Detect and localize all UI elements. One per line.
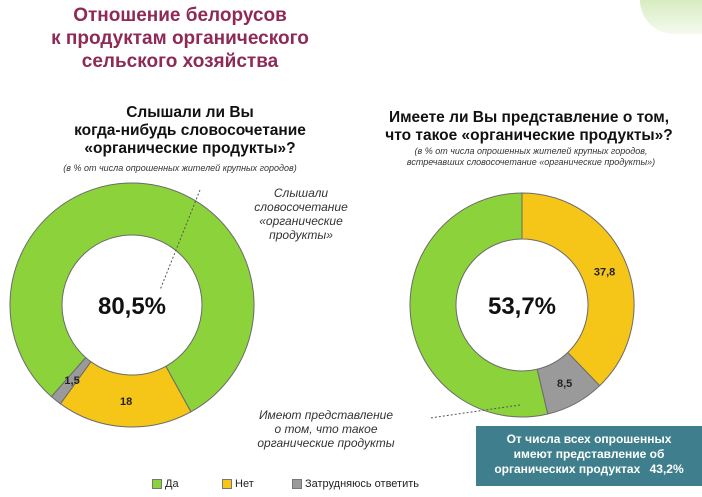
- legend-label-yes: Да: [165, 478, 179, 490]
- donut-1-slice-yes: [9, 182, 255, 413]
- summary-value: 43,2%: [649, 462, 684, 476]
- summary-box: От числа всех опрошенных имеют представл…: [476, 426, 702, 486]
- donut-1-slice-unsure: [50, 356, 92, 405]
- legend-swatch-no: [222, 479, 232, 489]
- legend-swatch-unsure: [292, 479, 302, 489]
- slide-title: Отношение белорусов к продуктам органиче…: [51, 5, 309, 72]
- donut-2-center-label: 53,7%: [488, 293, 556, 320]
- legend-item-unsure: Затрудняюсь ответить: [292, 476, 419, 492]
- donut-1-label-no: 18: [120, 396, 132, 408]
- donut-2-slice-unsure: [536, 351, 601, 415]
- donut-1-center-label: 80,5%: [98, 293, 166, 320]
- chart-1-subtitle: (в % от числа опрошенных жителей крупных…: [63, 163, 297, 173]
- donut-2-label-unsure: 8,5: [557, 378, 572, 390]
- legend-label-unsure: Затрудняюсь ответить: [305, 478, 420, 490]
- summary-last-text: органических продуктах: [494, 462, 641, 476]
- donut-2-label-no: 37,8: [594, 267, 615, 279]
- donut-1-label-unsure: 1,5: [64, 375, 79, 387]
- summary-last-line: органических продуктах 43,2%: [480, 462, 698, 477]
- donut-2-leader-line: [429, 404, 521, 419]
- legend-item-no: Нет: [222, 476, 254, 492]
- chart-2-annotation: Имеют представление о том, что такое орг…: [257, 408, 395, 450]
- chart-1-title: Слышали ли Вы когда-нибудь словосочетани…: [74, 104, 306, 157]
- legend-label-no: Нет: [235, 478, 254, 490]
- legend-item-yes: Да: [152, 476, 179, 492]
- donut-1-leader-line: [159, 189, 201, 291]
- chart-1-annotation: Слышали словосочетание «органические про…: [254, 186, 348, 242]
- legend-swatch-yes: [152, 479, 162, 489]
- donut-2-slice-no: [521, 192, 635, 387]
- summary-text: От числа всех опрошенных имеют представл…: [506, 432, 672, 461]
- chart-2-title: Имеете ли Вы представление о том, что та…: [385, 109, 673, 144]
- donut-2-slice-yes: [409, 192, 549, 418]
- chart-2-subtitle: (в % от числа опрошенных жителей крупных…: [406, 146, 656, 167]
